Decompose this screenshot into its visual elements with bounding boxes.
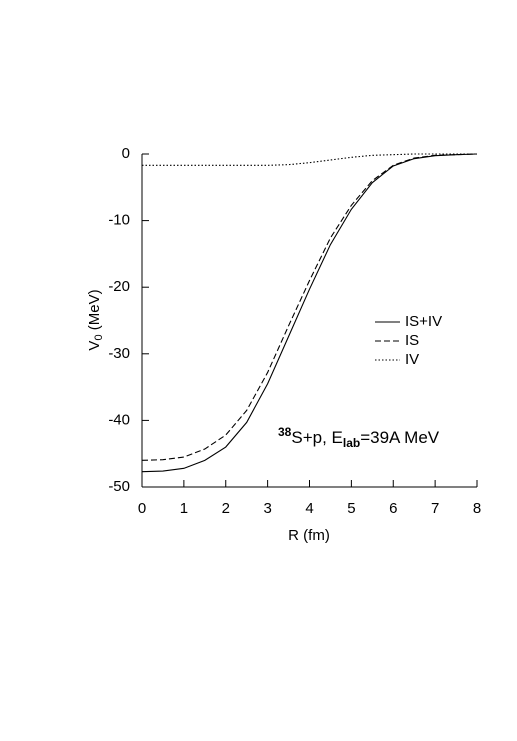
x-tick-label: 7	[431, 500, 439, 517]
annotation-sub: lab	[343, 436, 360, 450]
x-tick-label: 5	[347, 500, 355, 517]
y-tick-label: -20	[108, 278, 130, 295]
series-line	[141, 153, 478, 461]
legend-label: IS	[405, 332, 419, 349]
y-label-rest: (MeV)	[86, 289, 103, 334]
x-tick-label: 4	[305, 500, 313, 517]
annotation-rest: =39A MeV	[360, 428, 440, 447]
y-axis-label: V0 (MeV)	[86, 289, 105, 350]
annotation-main: S+p, E	[291, 428, 343, 447]
y-label-sub: 0	[93, 334, 105, 340]
x-tick-label: 6	[389, 500, 397, 517]
annotation-sup: 38	[278, 425, 292, 439]
y-tick-label: -50	[108, 478, 130, 495]
y-tick-label: 0	[122, 145, 130, 162]
y-tick-label: -10	[108, 212, 130, 229]
x-axis-label: R (fm)	[288, 527, 330, 544]
x-tick-label: 1	[180, 500, 188, 517]
x-tick-label: 8	[473, 500, 481, 517]
y-label-main: V	[86, 341, 103, 351]
y-tick-label: -30	[108, 345, 130, 362]
series-line	[142, 153, 477, 166]
annotation: 38S+p, Elab=39A MeV	[278, 425, 440, 450]
y-tick-label: -40	[108, 411, 130, 428]
x-tick-label: 0	[138, 500, 146, 517]
x-tick-label: 2	[222, 500, 230, 517]
x-tick-label: 3	[263, 500, 271, 517]
legend-label: IS+IV	[405, 313, 442, 330]
series-line	[141, 153, 478, 473]
legend-label: IV	[405, 351, 419, 368]
